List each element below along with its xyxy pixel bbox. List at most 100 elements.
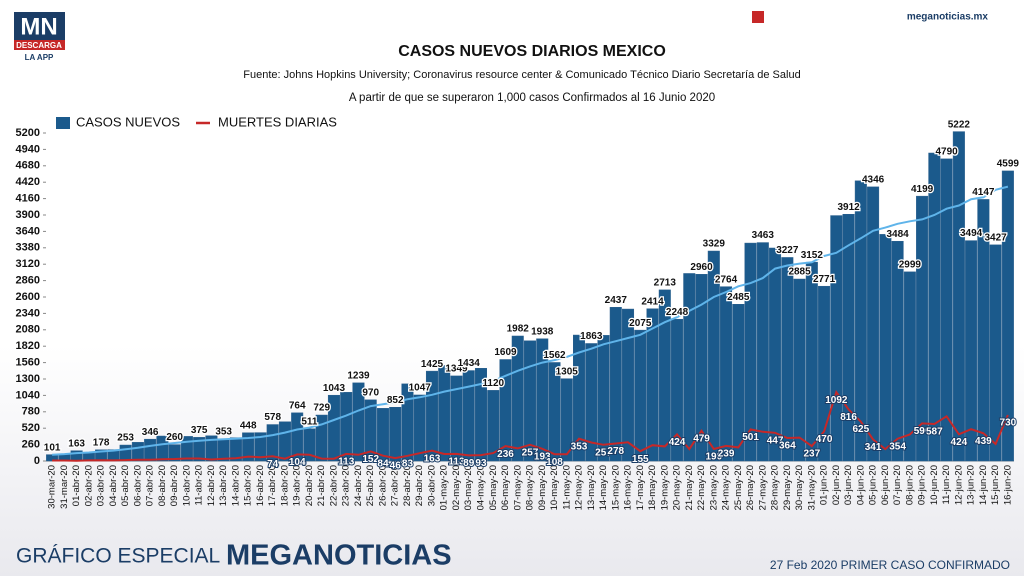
legend-label: MUERTES DIARIAS [218,114,337,129]
bar [413,394,426,462]
value-label: 84 [377,458,389,469]
x-tick-label: 24-abr-20 [353,465,364,506]
y-tick-label: 520 [22,422,40,434]
bar [511,335,524,462]
bar [720,286,733,462]
y-tick-label: 1040 [16,389,40,401]
x-tick-label: 20-may-20 [672,465,683,510]
bar [499,359,512,462]
value-label: 424 [669,437,686,448]
bar [266,424,279,462]
value-label: 113 [448,457,465,468]
y-tick-label: 3640 [16,225,40,237]
value-label: 2764 [715,274,738,285]
value-label: 3494 [960,228,983,239]
value-label: 479 [693,433,710,444]
value-label: 1092 [825,395,848,406]
x-tick-label: 30-abr-20 [426,465,437,506]
value-label: 152 [362,454,379,465]
value-label: 236 [497,449,514,460]
value-label: 1863 [580,331,603,342]
x-tick-label: 09-abr-20 [169,465,180,506]
value-label: 729 [313,403,330,414]
x-tick-label: 26-may-20 [745,465,756,510]
value-label: 1562 [543,350,566,361]
x-tick-label: 28-abr-20 [402,465,413,506]
value-label: 764 [289,400,306,411]
x-tick-label: 01-may-20 [439,465,450,510]
x-tick-label: 08-jun-20 [904,465,915,505]
bar [303,428,316,462]
value-label: 448 [240,420,257,431]
x-tick-label: 05-may-20 [488,465,499,510]
bar [830,215,843,462]
x-tick-label: 17-may-20 [635,465,646,510]
bar [487,390,500,462]
bar [854,180,867,462]
logo: MN [20,13,57,40]
bar [658,289,671,462]
value-label: 155 [632,454,649,465]
footer-right: 27 Feb 2020 PRIMER CASO CONFIRMADO [770,558,1010,572]
x-tick-label: 29-abr-20 [414,465,425,506]
value-label: 2437 [605,295,628,306]
x-tick-label: 19-abr-20 [292,465,303,506]
value-label: 2485 [727,292,750,303]
x-tick-label: 25-abr-20 [365,465,376,506]
value-label: 257 [595,447,612,458]
y-tick-label: 1560 [16,357,40,369]
bar [327,394,340,462]
bar [622,308,635,462]
x-tick-label: 24-may-20 [721,465,732,510]
note: A partir de que se superaron 1,000 casos… [349,92,715,104]
bar [683,273,696,462]
value-label: 253 [117,433,134,444]
footer-left: GRÁFICO ESPECIAL [16,545,220,568]
bar [916,195,929,462]
x-tick-label: 31-mar-20 [59,465,70,509]
x-tick-label: 01-jun-20 [819,465,830,505]
x-tick-label: 31-may-20 [806,465,817,510]
x-tick-label: 30-may-20 [794,465,805,510]
x-tick-label: 29-may-20 [782,465,793,510]
value-label: 4790 [935,147,958,158]
bar [180,436,193,462]
bar [769,247,782,462]
x-tick-label: 06-may-20 [500,465,511,510]
bar [536,338,549,462]
value-label: 1349 [445,364,468,375]
value-label: 4199 [911,184,934,195]
value-label: 2771 [813,274,836,285]
footer-brand: MEGANOTICIAS [226,540,452,572]
y-tick-label: 3120 [16,258,40,270]
bar [646,308,659,462]
value-label: 237 [803,449,820,460]
x-tick-label: 13-may-20 [586,465,597,510]
x-tick-label: 07-jun-20 [892,465,903,505]
y-tick-label: 1300 [16,373,40,385]
bar [793,278,806,462]
value-label: 364 [779,441,796,452]
y-tick-label: 2860 [16,275,40,287]
value-label: 511 [301,416,318,427]
value-label: 1047 [409,383,432,394]
bar [156,435,169,462]
y-tick-label: 780 [22,406,40,418]
legend-label: CASOS NUEVOS [76,114,180,129]
x-tick-label: 12-may-20 [574,465,585,510]
x-tick-label: 11-jun-20 [941,465,952,504]
bar [438,365,451,462]
x-tick-label: 12-jun-20 [953,465,964,505]
x-tick-label: 18-abr-20 [279,465,290,506]
y-tick-label: 2340 [16,307,40,319]
app: LA APP [25,53,54,62]
y-tick-label: 4420 [16,176,40,188]
x-tick-label: 16-may-20 [623,465,634,510]
bar [254,432,267,462]
x-tick-label: 09-may-20 [537,465,548,510]
bar [695,274,708,462]
bar [376,408,389,462]
x-tick-label: 25-may-20 [733,465,744,510]
value-label: 163 [68,438,85,449]
